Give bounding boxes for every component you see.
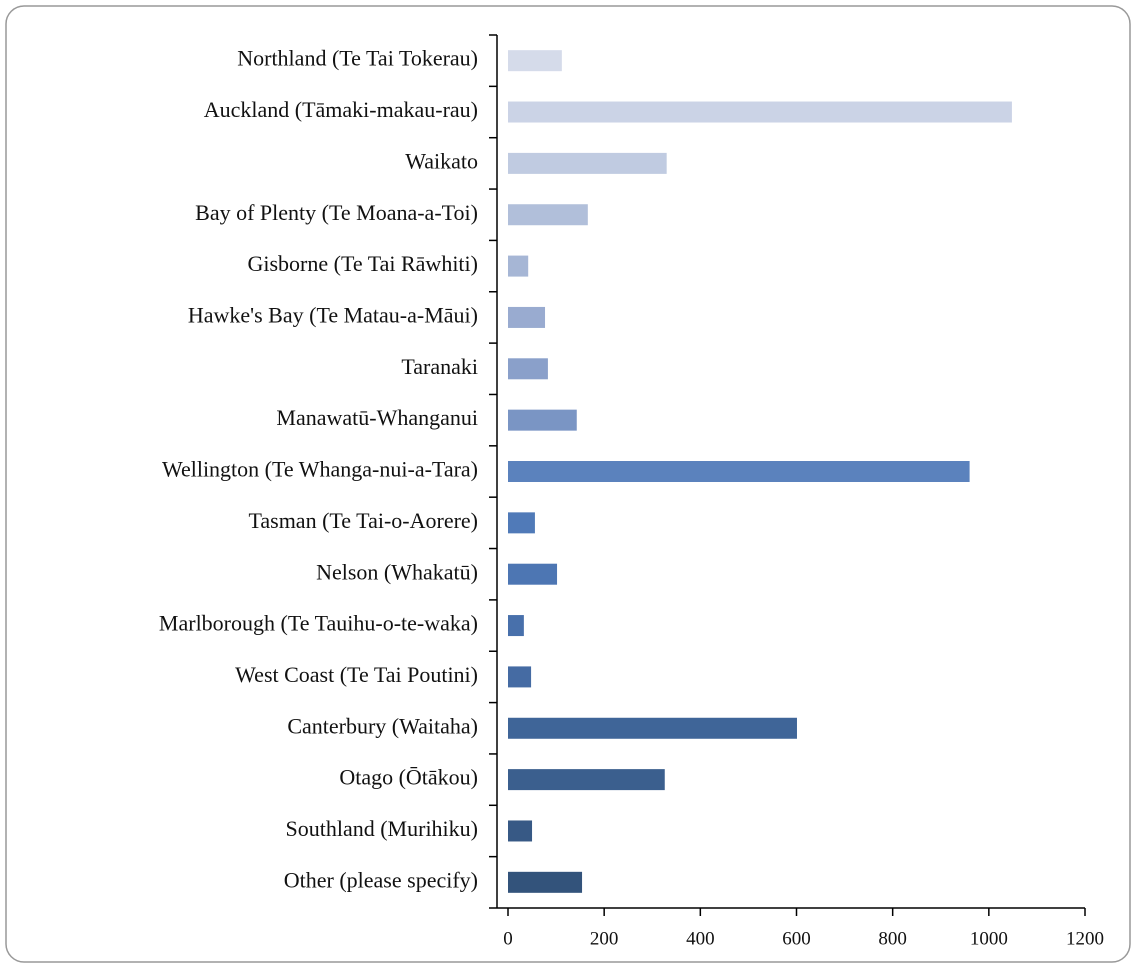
bar <box>508 871 583 893</box>
category-label: Otago (Ōtākou) <box>339 765 478 790</box>
bar <box>508 306 546 328</box>
bar <box>508 512 535 534</box>
bar <box>508 101 1012 123</box>
bar <box>508 204 588 226</box>
category-label: Nelson (Whakatū) <box>316 559 478 584</box>
category-label: Canterbury (Waitaha) <box>287 713 478 738</box>
category-label: Auckland (Tāmaki-makau-rau) <box>204 97 478 122</box>
category-label: Wellington (Te Whanga-nui-a-Tara) <box>162 457 478 482</box>
category-label: Southland (Murihiku) <box>286 816 479 841</box>
x-tick-label: 0 <box>503 928 513 949</box>
bar <box>508 255 529 277</box>
category-label: Tasman (Te Tai-o-Aorere) <box>248 508 478 533</box>
x-tick-label: 1000 <box>970 928 1008 949</box>
category-label: Hawke's Bay (Te Matau-a-Māui) <box>188 302 478 327</box>
category-label: Manawatū-Whanganui <box>276 405 478 430</box>
category-label: Taranaki <box>401 354 478 379</box>
bar <box>508 769 665 791</box>
bar <box>508 717 797 739</box>
x-tick-label: 800 <box>878 928 907 949</box>
bar <box>508 666 532 688</box>
bar <box>508 820 533 842</box>
bar <box>508 152 667 174</box>
bar <box>508 50 562 72</box>
category-label: Northland (Te Tai Tokerau) <box>237 46 478 71</box>
category-label: Other (please specify) <box>284 867 478 892</box>
x-tick-label: 600 <box>782 928 811 949</box>
chart-border <box>5 5 1131 963</box>
category-label: Waikato <box>405 148 478 173</box>
category-label: Marlborough (Te Tauihu-o-te-waka) <box>159 611 478 636</box>
bar <box>508 358 548 380</box>
x-tick-label: 200 <box>590 928 619 949</box>
bar <box>508 615 524 637</box>
bar <box>508 461 970 482</box>
category-label: Bay of Plenty (Te Moana-a-Toi) <box>195 200 478 225</box>
bar <box>508 409 577 431</box>
x-tick-label: 1200 <box>1066 928 1104 949</box>
category-label: Gisborne (Te Tai Rāwhiti) <box>247 251 478 276</box>
category-label: West Coast (Te Tai Poutini) <box>235 662 478 687</box>
bar <box>508 563 558 585</box>
x-tick-label: 400 <box>686 928 715 949</box>
